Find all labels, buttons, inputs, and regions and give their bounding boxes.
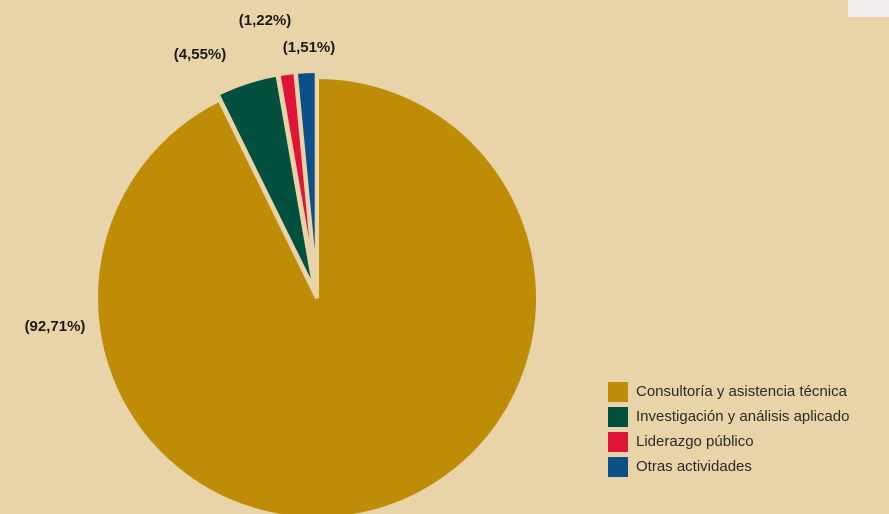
pie-slice-otras-actividades <box>293 69 319 293</box>
legend-swatch <box>608 431 628 452</box>
legend-item-liderazgo-publico: Liderazgo público <box>608 429 849 454</box>
data-label-liderazgo-publico: (1,22%) <box>239 12 292 29</box>
legend-label: Liderazgo público <box>636 433 754 450</box>
legend-label: Otras actividades <box>636 458 752 475</box>
legend-swatch <box>608 456 628 477</box>
data-label-otras-actividades: (1,51%) <box>283 39 336 56</box>
legend-label: Consultoría y asistencia técnica <box>636 383 847 400</box>
legend-swatch <box>608 406 628 427</box>
data-label-investigacion-y-analisis-aplicado: (4,55%) <box>174 46 227 63</box>
legend-item-consultoria-y-asistencia-tecnica: Consultoría y asistencia técnica <box>608 379 849 404</box>
legend-swatch <box>608 381 628 402</box>
data-label-consultoria-y-asistencia-tecnica: (92,71%) <box>25 318 86 335</box>
pie-slice-consultoria-y-asistencia-tecnica <box>94 74 540 514</box>
legend-item-investigacion-y-analisis-aplicado: Investigación y análisis aplicado <box>608 404 849 429</box>
legend-item-otras-actividades: Otras actividades <box>608 454 849 479</box>
chart-legend: Consultoría y asistencia técnica Investig… <box>608 379 849 479</box>
corner-strip <box>848 0 889 17</box>
legend-label: Investigación y análisis aplicado <box>636 408 850 425</box>
